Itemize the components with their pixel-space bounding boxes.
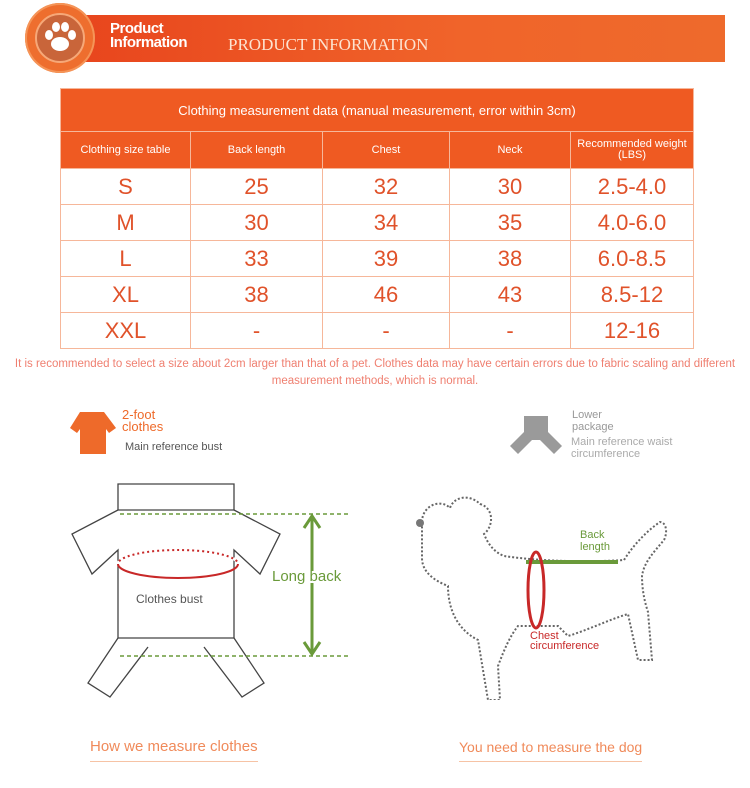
table-cell: 38 (449, 240, 571, 277)
length-label: Long back (272, 568, 342, 585)
table-cell: S (60, 168, 191, 205)
table-cell: 8.5-12 (570, 276, 694, 313)
header-subtitle: PRODUCT INFORMATION (228, 35, 429, 54)
clothes-diagram (71, 483, 350, 698)
table-cell: 46 (322, 276, 450, 313)
bust-label: Clothes bust (136, 592, 203, 606)
table-cell: 39 (322, 240, 450, 277)
col-size: Clothing size table (60, 131, 191, 169)
table-cell: M (60, 204, 191, 241)
table-cell: 35 (449, 204, 571, 241)
table-cell: 25 (190, 168, 323, 205)
col-chest: Chest (322, 131, 450, 169)
chest-label: Chest circumference (530, 630, 600, 652)
table-cell: - (322, 312, 450, 349)
table-cell: 30 (449, 168, 571, 205)
table-cell: L (60, 240, 191, 277)
right-ref: Main reference waist circumference (571, 436, 673, 460)
left-ref: Main reference bust (125, 441, 223, 453)
lower-package-icon (510, 416, 562, 454)
table-cell: XL (60, 276, 191, 313)
col-back: Back length (190, 131, 323, 169)
table-row: XXL - - -12-16 (60, 312, 694, 349)
table-title: Clothing measurement data (manual measur… (60, 88, 694, 132)
table-cell: XXL (60, 312, 191, 349)
table-cell: 30 (190, 204, 323, 241)
size-note: It is recommended to select a size about… (14, 358, 736, 387)
table-row: M 30 34 35 4.0-6.0 (60, 204, 694, 241)
table-row: L 33 39 38 6.0-8.5 (60, 240, 694, 277)
table-cell: 2.5-4.0 (570, 168, 694, 205)
back-length-label: Back length (580, 529, 610, 553)
shirt-icon (70, 412, 116, 454)
header-title: Product Information (110, 20, 188, 51)
col-weight: Recommended weight (LBS) (570, 131, 694, 169)
table-cell: 34 (322, 204, 450, 241)
table-cell: 32 (322, 168, 450, 205)
table-cell: 12-16 (570, 312, 694, 349)
table-cell: 43 (449, 276, 571, 313)
right-type-label: Lower package (572, 409, 614, 433)
header-banner (70, 15, 725, 62)
table-row: XL 38 46 43 8.5-12 (60, 276, 694, 313)
table-header: Clothing size table Back length Chest Ne… (60, 131, 694, 169)
table-cell: 38 (190, 276, 323, 313)
paw-icon (35, 13, 85, 63)
size-table: Clothing measurement data (manual measur… (60, 88, 694, 349)
left-type-label: 2-foot clothes (122, 407, 164, 434)
clothes-caption: How we measure clothes (90, 738, 258, 762)
dog-diagram (416, 496, 668, 700)
col-neck: Neck (449, 131, 571, 169)
dog-caption: You need to measure the dog (459, 739, 643, 762)
table-cell: - (449, 312, 571, 349)
table-cell: 6.0-8.5 (570, 240, 694, 277)
badge (25, 3, 95, 73)
table-cell: 4.0-6.0 (570, 204, 694, 241)
table-row: S 25 32 30 2.5-4.0 (60, 168, 694, 205)
table-cell: 33 (190, 240, 323, 277)
table-cell: - (190, 312, 323, 349)
